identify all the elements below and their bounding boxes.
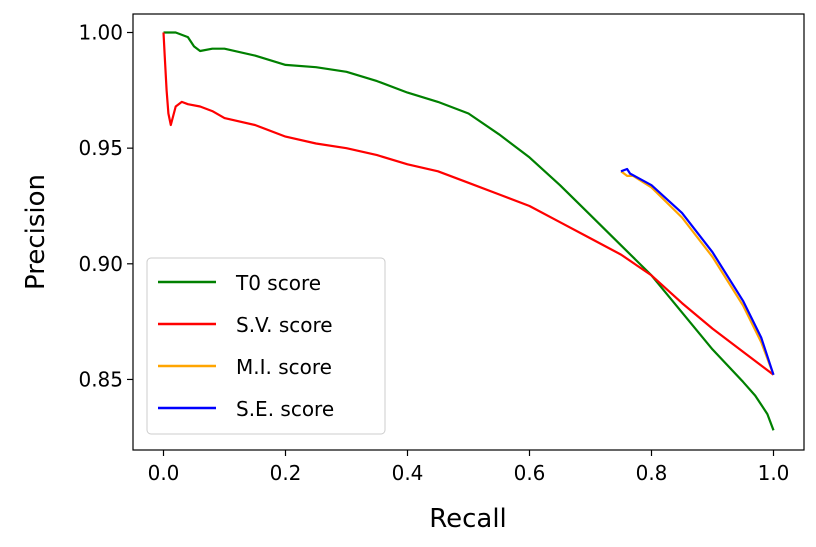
y-tick-label: 0.95 — [78, 136, 123, 160]
y-tick-label: 0.85 — [78, 367, 123, 391]
y-tick-label: 0.90 — [78, 252, 123, 276]
x-tick-label: 0.0 — [148, 461, 180, 485]
legend-label-mi: M.I. score — [236, 355, 332, 379]
x-tick-label: 0.2 — [270, 461, 302, 485]
series-layer — [162, 31, 775, 431]
series-line-0 — [163, 31, 775, 431]
series-line-2 — [620, 170, 775, 376]
x-tick-label: 0.4 — [392, 461, 424, 485]
x-tick-label: 0.8 — [636, 461, 668, 485]
x-axis-label: Recall — [429, 504, 507, 534]
series-line-3 — [620, 167, 775, 376]
legend-box — [146, 257, 386, 435]
x-tick-label: 0.6 — [514, 461, 546, 485]
y-axis-label: Precision — [21, 174, 51, 290]
y-tick-label: 1.00 — [78, 21, 123, 45]
legend-label-t0: T0 score — [235, 271, 321, 295]
legend: T0 score S.V. score M.I. score S.E. scor… — [146, 257, 386, 435]
tick-layer: 0.0 0.2 0.4 0.6 0.8 1.0 0.85 0.90 0.95 1.00 — [78, 21, 789, 485]
legend-label-se: S.E. score — [236, 397, 334, 421]
x-tick-label: 1.0 — [758, 461, 790, 485]
legend-label-sv: S.V. score — [236, 313, 333, 337]
series-line-1 — [162, 32, 775, 376]
